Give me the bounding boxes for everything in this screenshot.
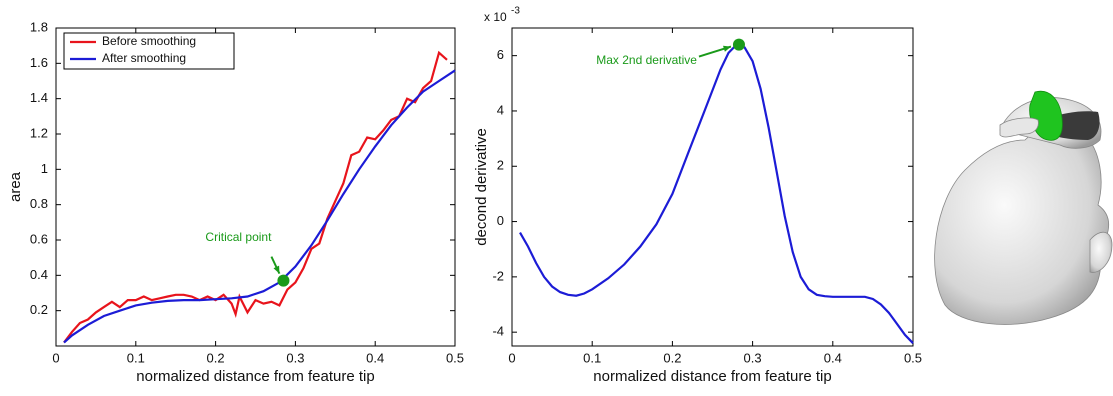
x-tick-label: 0.1 [583,350,601,365]
y-tick-label: 4 [497,102,504,117]
x-tick-label: 0.4 [366,350,384,365]
x-tick-label: 0.1 [127,350,145,365]
legend: Before smoothing After smoothing [64,33,234,69]
plot-frame [56,28,455,346]
y-tick-label: 0.2 [30,302,48,317]
y-axis-title: decond derivative [473,128,490,246]
bunny-render [935,91,1112,324]
y-tick-label: 1.2 [30,125,48,140]
x-tick-label: 0.2 [663,350,681,365]
legend-label: After smoothing [102,51,186,65]
x-tick-label: 0.3 [286,350,304,365]
axis-multiplier-base: x 10 [484,10,507,24]
x-tick-label: 0 [52,350,59,365]
axis-multiplier-exponent: -3 [511,6,520,17]
bunny-tail [1090,232,1112,272]
page: {"chart_data": [ {"type": "line", "xlabe… [0,0,1113,396]
x-tick-label: 0 [508,350,515,365]
y-tick-label: -2 [492,268,504,283]
data-line [520,45,913,344]
data-line [64,53,447,343]
x-tick-label: 0.2 [207,350,225,365]
y-tick-label: 0 [497,213,504,228]
x-axis-title: normalized distance from feature tip [593,368,831,385]
x-axis-title: normalized distance from feature tip [136,368,374,385]
y-tick-label: 0.4 [30,267,48,282]
highlight-point [733,39,745,51]
y-axis-title: area [7,171,24,202]
x-tick-label: 0.3 [744,350,762,365]
y-tick-label: 1.4 [30,90,48,105]
figure: 0 0.1 0.2 0.3 0.4 0.5 0.2 0.4 0.6 0.8 1 1.2 1.4 1.6 1.… [0,0,1113,391]
y-tick-label: 1 [41,161,48,176]
x-tick-label: 0.4 [824,350,842,365]
plot-frame [512,28,913,346]
highlight-point [277,275,289,287]
x-tick-label: 0.5 [904,350,922,365]
legend-label: Before smoothing [102,34,196,48]
bunny-body [935,126,1109,325]
x-tick-label: 0.5 [446,350,464,365]
y-tick-label: 1.6 [30,55,48,70]
y-tick-label: 6 [497,47,504,62]
annotation-label: Max 2nd derivative [596,53,697,67]
y-tick-label: 1.8 [30,19,48,34]
y-tick-label: 2 [497,158,504,173]
y-tick-label: 0.6 [30,231,48,246]
y-tick-label: -4 [492,324,504,339]
annotation-label: Critical point [205,230,272,244]
y-tick-label: 0.8 [30,196,48,211]
